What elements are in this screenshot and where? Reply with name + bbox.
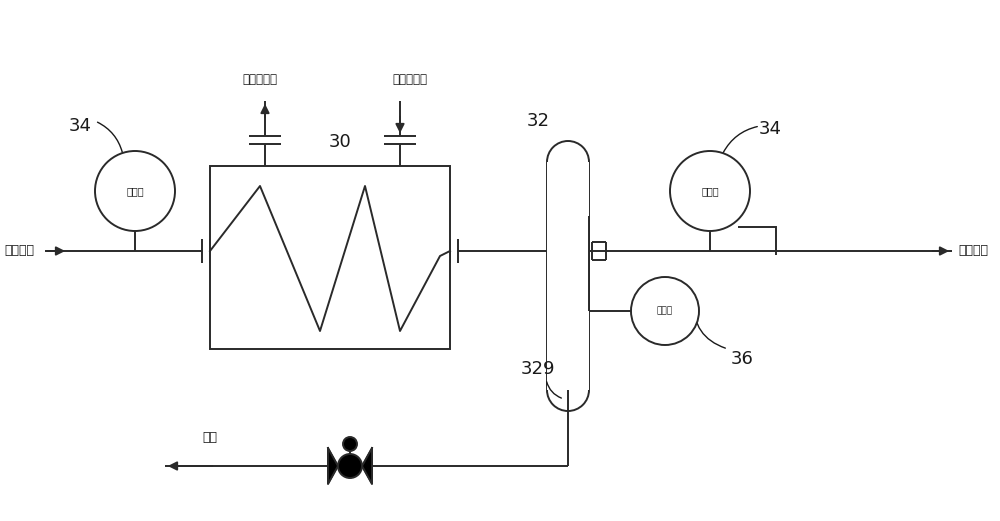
Text: 329: 329 [521,360,555,378]
Text: 温度表: 温度表 [701,186,719,196]
Text: 温度表: 温度表 [126,186,144,196]
Text: 34: 34 [68,117,92,135]
Text: 冷却水入口: 冷却水入口 [392,73,427,86]
Text: 34: 34 [759,120,782,138]
Text: 疏水: 疏水 [202,431,218,444]
Text: 36: 36 [731,350,753,368]
Circle shape [343,437,357,451]
Polygon shape [362,448,372,484]
Circle shape [338,454,362,478]
Text: 液位表: 液位表 [657,306,673,316]
Text: 32: 32 [526,112,550,130]
Text: 30: 30 [329,133,351,151]
Bar [210,166,450,349]
Circle shape [670,151,750,231]
Text: 气体入口: 气体入口 [4,244,34,257]
Text: 气体出口: 气体出口 [958,244,988,257]
Circle shape [631,277,699,345]
Polygon shape [328,448,338,484]
Bar [547,162,589,390]
Circle shape [95,151,175,231]
Text: 冷却水出口: 冷却水出口 [242,73,278,86]
